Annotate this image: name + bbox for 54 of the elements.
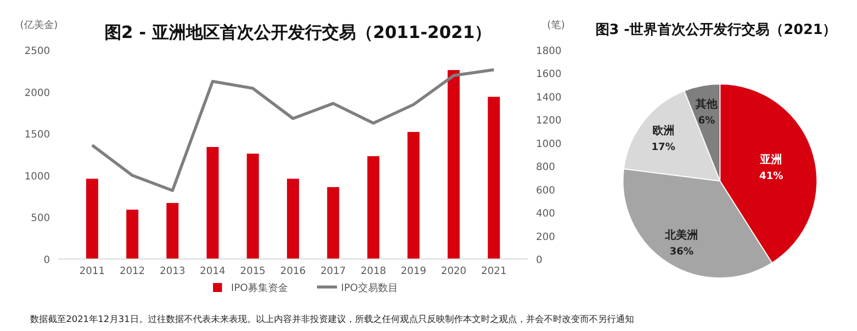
y-tick-label: 500 [30, 213, 50, 224]
slice-label: 北美洲 [664, 228, 698, 242]
x-tick-label: 2013 [160, 266, 186, 277]
legend-label: IPO募集资金 [231, 282, 288, 294]
y2-tick-label: 1400 [536, 92, 562, 104]
y-tick-label: 0 [44, 255, 50, 266]
legend-label: IPO交易数目 [341, 282, 398, 294]
y-tick-label: 1000 [24, 171, 50, 182]
bar [488, 96, 500, 259]
y-tick-label: 2500 [24, 46, 50, 57]
chart-title: 图2 - 亚洲地区首次公开发行交易（2011-2021） [104, 23, 492, 43]
x-tick-label: 2016 [280, 266, 306, 277]
bar [126, 210, 138, 259]
x-tick-label: 2015 [240, 266, 266, 277]
x-tick-label: 2014 [200, 266, 226, 277]
y2-tick-label: 1600 [536, 69, 562, 80]
data-label: 17% [651, 142, 676, 154]
bar [407, 132, 420, 259]
y2-tick-label: 0 [536, 255, 542, 266]
x-tick-label: 2017 [320, 266, 346, 277]
y2-tick-label: 1200 [536, 116, 562, 127]
bar [206, 146, 219, 259]
data-label: 41% [759, 171, 784, 182]
y-axis-title: (亿美金) [20, 19, 58, 31]
y2-tick-label: 1000 [536, 138, 562, 150]
bar [448, 70, 460, 259]
y2-tick-label: 800 [536, 162, 556, 174]
y2-tick-label: 400 [536, 208, 556, 220]
text: 数据截至2021年12月31日。过往数据不代表未来表现。以上内容并非投资建议，所载之任何观点只反映制作本文时之观点，并会不时改变而不另行通知 [30, 314, 634, 325]
x-tick-label: 2018 [360, 266, 386, 277]
y2-axis-title: (笔) [547, 19, 565, 31]
data-label: 36% [670, 246, 694, 258]
x-tick-label: 2020 [440, 266, 466, 277]
x-tick-label: 2011 [79, 266, 105, 277]
line-series [90, 68, 496, 192]
y2-tick-label: 1800 [536, 46, 562, 57]
bar [286, 178, 300, 259]
bar [166, 202, 179, 259]
bar [246, 154, 259, 259]
y2-tick-label: 600 [536, 185, 556, 196]
bar [86, 178, 98, 259]
slice-label: 其他 [694, 97, 719, 110]
chart-title: 图3 -世界首次公开发行交易（2021） [595, 21, 837, 38]
y2-tick-label: 200 [536, 232, 556, 243]
slice-label: 亚洲 [759, 153, 782, 166]
bar [367, 156, 380, 259]
bar [327, 187, 340, 259]
data-label: 6% [698, 115, 716, 126]
y-tick-label: 2000 [24, 88, 50, 99]
x-tick-label: 2012 [120, 266, 146, 277]
x-tick-label: 2021 [481, 266, 507, 277]
y-tick-label: 1500 [24, 130, 50, 141]
x-tick-label: 2019 [400, 266, 426, 277]
slice-label: 欧洲 [652, 124, 674, 138]
